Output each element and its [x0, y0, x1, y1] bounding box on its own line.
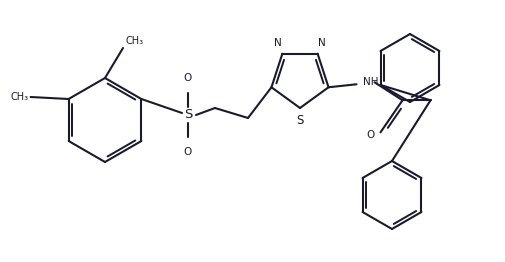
Text: CH₃: CH₃ [125, 36, 143, 46]
Text: NH: NH [363, 77, 378, 87]
Text: N: N [275, 38, 282, 48]
Text: CH₃: CH₃ [11, 92, 29, 102]
Text: N: N [318, 38, 326, 48]
Text: S: S [296, 114, 304, 127]
Text: O: O [366, 130, 375, 140]
Text: O: O [184, 73, 192, 83]
Text: O: O [184, 147, 192, 157]
Text: S: S [184, 108, 192, 122]
